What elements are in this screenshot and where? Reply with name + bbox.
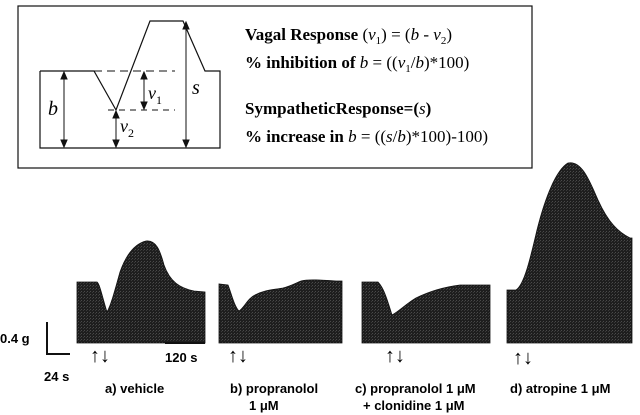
symbol-b: b: [48, 98, 58, 120]
scale-bar-left: [46, 322, 70, 355]
s-arrow: [182, 20, 190, 149]
stimulus-marker-a: ↑↓: [90, 345, 110, 367]
label-atropine: d) atropine 1 μM: [510, 381, 610, 396]
v1-arrow: [140, 70, 148, 111]
trace-atropine: [506, 162, 633, 344]
b-arrow: [60, 70, 68, 149]
label-vehicle: a) vehicle: [105, 381, 164, 396]
schematic-waveform: [39, 20, 221, 149]
time-scale-label-right: 120 s: [165, 350, 198, 365]
symbol-v1: v1: [148, 83, 162, 107]
legend-box: b s v1 v2 Vagal Response (v1) = (b - v2)…: [17, 5, 533, 169]
sympathetic-response-equation: SympatheticResponse=(s): [245, 99, 431, 118]
label-propranolol-clonidine-line2: + clonidine 1 μM: [363, 398, 465, 413]
increase-equation: % increase in b = ((s/b)*100)-100): [245, 127, 488, 146]
symbol-s: s: [192, 77, 200, 99]
time-scale-label-left: 24 s: [44, 369, 69, 384]
v2-arrow: [112, 109, 120, 149]
stimulus-marker-d: ↑↓: [513, 347, 533, 369]
stimulus-marker-c: ↑↓: [385, 345, 405, 367]
trace-vehicle: [76, 240, 206, 344]
trace-propranolol: [218, 279, 343, 344]
symbol-v2: v2: [120, 116, 134, 140]
force-scale-label: 0.4 g: [0, 331, 30, 346]
vagal-response-equation: Vagal Response (v1) = (b - v2): [245, 25, 452, 47]
inhibition-equation: % inhibition of b = ((v1/b)*100): [245, 53, 469, 75]
trace-propranolol-clonidine: [361, 281, 491, 344]
label-propranolol-clonidine-line1: c) propranolol 1 μM: [355, 381, 476, 396]
stimulus-marker-b: ↑↓: [228, 345, 248, 367]
label-propranolol-line1: b) propranolol: [230, 381, 318, 396]
label-propranolol-line2: 1 μM: [249, 398, 279, 413]
